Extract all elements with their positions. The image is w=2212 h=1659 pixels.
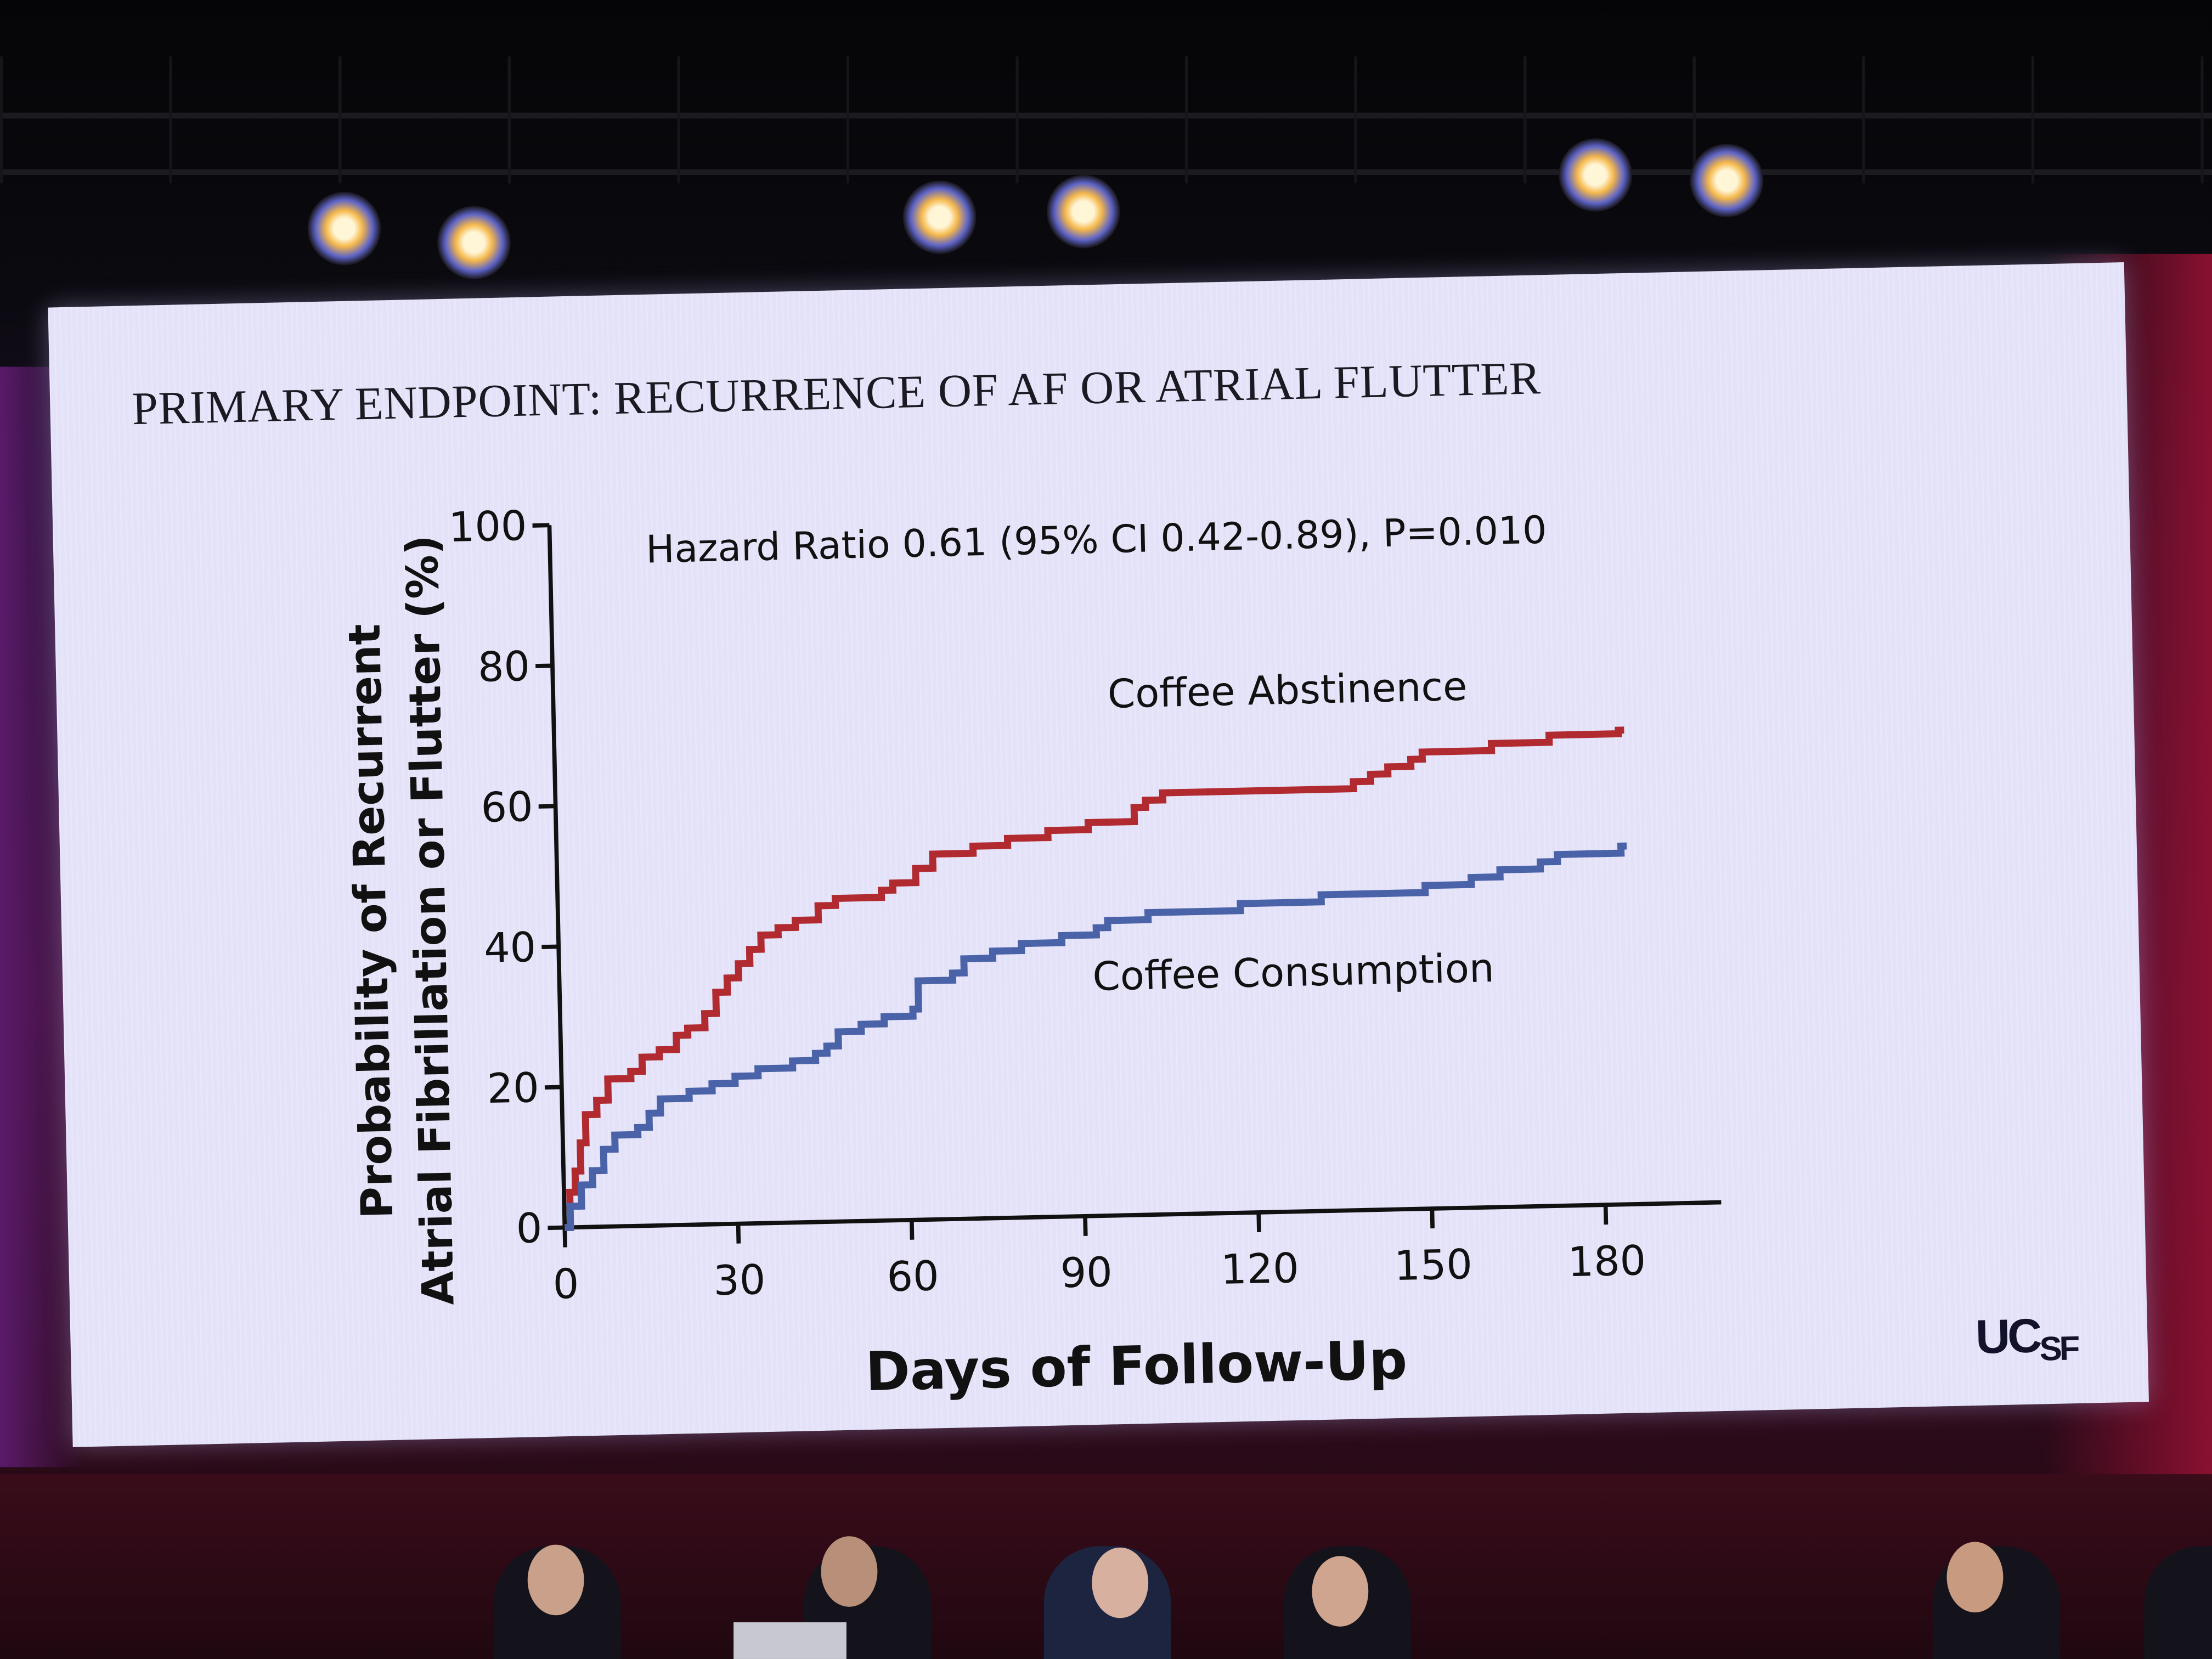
panelist — [2144, 1546, 2212, 1659]
km-chart: Hazard Ratio 0.61 (95% CI 0.42-0.89), P=… — [339, 502, 1722, 1404]
x-tick-label: 90 — [1060, 1248, 1113, 1297]
x-tick-label: 180 — [1567, 1237, 1646, 1286]
x-tick-label: 120 — [1220, 1244, 1299, 1294]
stage-light — [902, 180, 977, 254]
stage-light — [1690, 144, 1764, 217]
laptop — [733, 1622, 847, 1659]
hazard-ratio-annotation: Hazard Ratio 0.61 (95% CI 0.42-0.89), P=… — [645, 509, 1547, 572]
series-label-consumption: Coffee Consumption — [1092, 945, 1495, 1000]
y-tick-label: 0 — [516, 1204, 543, 1252]
y-tick-label: 60 — [481, 783, 534, 832]
abstinence-curve — [565, 726, 1624, 1231]
y-axis-line — [547, 525, 567, 1228]
ucsf-logo: UCSF — [1975, 1310, 2078, 1369]
stage-light — [1046, 174, 1120, 249]
panelist-head — [821, 1536, 878, 1607]
x-tick-label: 0 — [552, 1260, 579, 1308]
x-tick — [1083, 1216, 1088, 1236]
x-axis-label: Days of Follow-Up — [865, 1329, 1408, 1404]
y-axis-label-line1: Probability of Recurrent — [339, 623, 403, 1219]
panelist-head — [527, 1544, 584, 1616]
y-tick-label: 100 — [448, 502, 527, 551]
y-tick-label: 40 — [483, 923, 537, 972]
y-tick — [541, 944, 559, 949]
consumption-curve — [565, 842, 1627, 1231]
series-label-abstinence: Coffee Abstinence — [1107, 663, 1468, 717]
panelist-head — [1946, 1542, 2004, 1613]
presentation-slide: PRIMARY ENDPOINT: RECURRENCE OF AF OR AT… — [48, 262, 2149, 1447]
x-axis-line — [565, 1200, 1722, 1230]
stage-light — [437, 206, 511, 280]
y-tick — [535, 663, 553, 668]
stage-panel — [0, 1474, 2212, 1659]
stage-light — [307, 191, 381, 266]
y-tick-label: 20 — [487, 1064, 540, 1113]
x-tick — [736, 1223, 741, 1244]
stage-light — [1559, 138, 1633, 212]
y-tick-label: 80 — [477, 642, 531, 691]
y-axis-label-line2: Atrial Fibrillation or Flutter (%) — [396, 534, 464, 1306]
panelist-head — [1312, 1556, 1369, 1627]
x-tick-label: 30 — [713, 1256, 766, 1305]
y-tick — [532, 523, 550, 528]
x-tick-label: 150 — [1394, 1240, 1473, 1290]
x-tick-label: 60 — [887, 1252, 940, 1301]
panelist-head — [1092, 1547, 1149, 1618]
lighting-truss — [0, 56, 2212, 184]
